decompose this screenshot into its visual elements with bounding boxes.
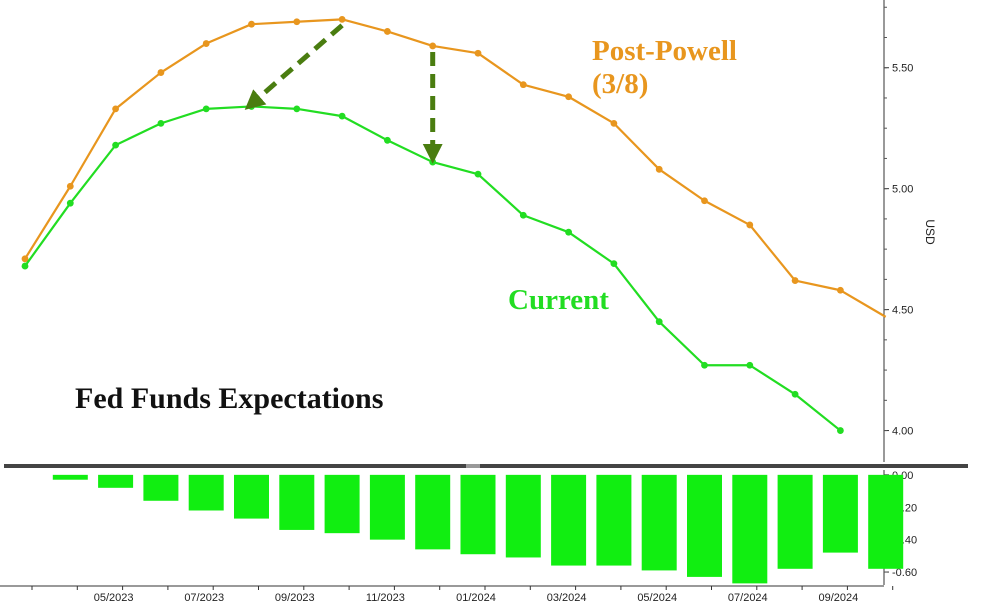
- series-1-point: [66, 199, 74, 207]
- bar: [369, 474, 405, 540]
- series-label-post-powell-line-1: Post-Powell: [592, 35, 737, 67]
- series-0-point: [112, 105, 119, 113]
- series-0-point: [157, 69, 165, 76]
- bar: [143, 474, 179, 501]
- bar: [687, 474, 722, 577]
- series-1-point: [293, 105, 301, 113]
- series-1-point: [655, 318, 663, 326]
- series-1-point: [565, 228, 572, 236]
- series-0-point: [474, 49, 482, 57]
- upper-y-tick-label: 5.50: [892, 63, 913, 75]
- series-label-post-powell-line-2: (3/8): [592, 68, 648, 100]
- bar: [188, 474, 224, 511]
- bar: [415, 474, 451, 550]
- series-label-current: Current: [508, 284, 609, 316]
- x-tick-label: 07/2024: [728, 592, 768, 604]
- upper-y-tick-label: 4.00: [892, 426, 913, 438]
- chart-title: Fed Funds Expectations: [75, 382, 383, 415]
- series-0-point: [384, 28, 391, 35]
- series-1-point: [701, 361, 708, 369]
- y-axis-unit-label: USD: [923, 219, 937, 245]
- lower-y-tick-label: -0.60: [892, 567, 917, 579]
- series-0-point: [746, 221, 754, 229]
- x-tick-label: 07/2023: [184, 592, 224, 604]
- bar: [98, 474, 134, 488]
- series-0-point: [791, 277, 799, 284]
- series-1-point: [791, 390, 799, 398]
- series-line-0: [24, 18, 887, 318]
- x-tick-label: 09/2024: [819, 592, 859, 604]
- series-1-point: [474, 170, 482, 178]
- upper-panel: 4.00 4.50 5.00 5.50: [883, 0, 913, 462]
- bar: [234, 474, 269, 519]
- series-1-point: [746, 361, 754, 369]
- series-0-point: [338, 15, 346, 23]
- series-1-point: [429, 158, 437, 166]
- panel-divider-grip[interactable]: [466, 464, 480, 468]
- series-label-post-powell: Post-Powell (3/8): [592, 35, 744, 100]
- series-0-point: [610, 119, 618, 127]
- x-tick-label: 01/2024: [456, 592, 496, 604]
- bar: [460, 474, 496, 555]
- panel-divider[interactable]: [4, 464, 968, 468]
- x-tick-label: 05/2024: [637, 592, 677, 604]
- series-0-point: [565, 93, 572, 101]
- dashed-arrow-0: [244, 23, 344, 110]
- bar: [777, 474, 813, 569]
- series-0-point: [655, 165, 663, 173]
- series-0-point: [248, 20, 255, 28]
- x-tick-label: 09/2023: [275, 592, 315, 604]
- upper-y-tick-label: 4.50: [892, 305, 913, 317]
- bar: [505, 474, 541, 558]
- bar: [641, 474, 677, 571]
- bar: [596, 474, 632, 566]
- series-1-point: [202, 105, 210, 113]
- bar: [868, 474, 904, 569]
- x-tick-label: 05/2023: [94, 592, 134, 604]
- x-tick-label: 11/2023: [366, 592, 405, 604]
- series-1-point: [837, 427, 844, 434]
- series-1-point: [610, 260, 618, 268]
- bar: [324, 474, 360, 534]
- bar: [279, 474, 315, 530]
- x-axis: 05/2023 07/2023 09/2023 11/2023 01/2024 03/20…: [0, 585, 894, 604]
- series-0-point: [519, 81, 527, 89]
- series-0-point: [701, 197, 708, 205]
- chart-labels: Fed Funds Expectations Post-Powell (3/8)…: [75, 35, 937, 415]
- series-1-point: [157, 119, 165, 127]
- series-0-point: [202, 40, 210, 47]
- x-tick-label: 03/2024: [547, 592, 587, 604]
- bar: [551, 474, 587, 566]
- series-0-point: [293, 18, 301, 26]
- bar: [822, 474, 858, 553]
- line-series-group: [21, 15, 887, 434]
- lower-panel: 0.00-0.20-0.40-0.60: [52, 470, 917, 585]
- series-0-point: [429, 42, 437, 50]
- series-0-point: [837, 286, 844, 294]
- series-0-point: [66, 182, 74, 190]
- series-1-point: [384, 136, 391, 144]
- bar: [732, 474, 768, 584]
- series-1-point: [519, 211, 527, 219]
- arrow-annotations: [244, 23, 443, 164]
- bar: [52, 474, 88, 480]
- panel-divider-bar[interactable]: [4, 464, 968, 468]
- series-1-point: [112, 141, 119, 149]
- series-1-point: [21, 262, 29, 270]
- upper-y-tick-label: 5.00: [892, 184, 913, 196]
- series-0-point: [21, 255, 29, 263]
- series-1-point: [338, 112, 346, 120]
